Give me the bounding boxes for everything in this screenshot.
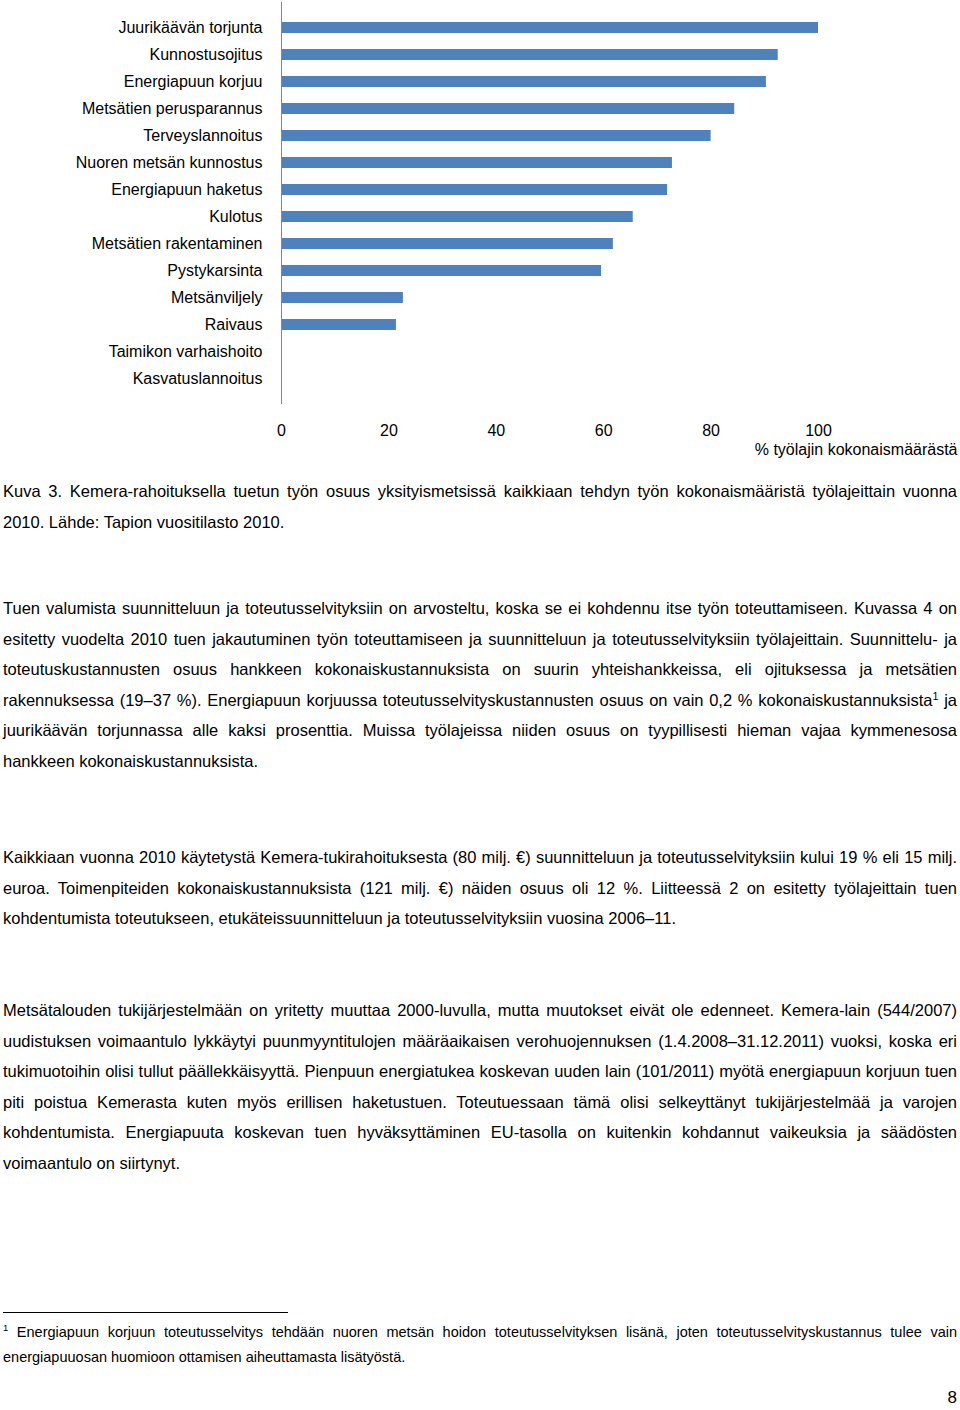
html-text:Kuva 3. Kemera-rahoituksella t: Kuva 3. Kemera-rahoituksella tuetun työn… bbox=[3, 482, 957, 531]
svg-text:Pystykarsinta: Pystykarsinta bbox=[167, 262, 262, 279]
svg-text:Kasvatuslannoitus: Kasvatuslannoitus bbox=[133, 370, 263, 387]
svg-text:Juurikäävän torjunta: Juurikäävän torjunta bbox=[118, 19, 262, 36]
svg-text:20: 20 bbox=[380, 422, 398, 439]
svg-text:Energiapuun korjuu: Energiapuun korjuu bbox=[124, 73, 263, 90]
html-text:1Energiapuun korjuun toteutuss: 1Energiapuun korjuun toteutusselvitys te… bbox=[3, 1322, 957, 1365]
svg-text:0: 0 bbox=[277, 422, 286, 439]
svg-text:40: 40 bbox=[487, 422, 505, 439]
svg-text:Metsätien rakentaminen: Metsätien rakentaminen bbox=[92, 235, 263, 252]
html-text:Tuen valumista suunnitteluun j: Tuen valumista suunnitteluun ja toteutus… bbox=[3, 599, 957, 770]
svg-text:Kulotus: Kulotus bbox=[209, 208, 262, 225]
html-text:Kaikkiaan vuonna 2010 käytetys: Kaikkiaan vuonna 2010 käytetystä Kemera-… bbox=[3, 848, 957, 927]
html-text:Metsätalouden tukijärjestelmää: Metsätalouden tukijärjestelmään on yrite… bbox=[3, 1001, 957, 1172]
html-text:8: 8 bbox=[947, 1388, 957, 1407]
svg-text:% työlajin kokonaismäärästä: % työlajin kokonaismäärästä bbox=[755, 441, 958, 458]
svg-text:Kunnostusojitus: Kunnostusojitus bbox=[150, 46, 263, 63]
svg-text:100: 100 bbox=[805, 422, 832, 439]
svg-text:Nuoren metsän kunnostus: Nuoren metsän kunnostus bbox=[76, 154, 263, 171]
svg-text:60: 60 bbox=[595, 422, 613, 439]
svg-text:Energiapuun haketus: Energiapuun haketus bbox=[111, 181, 262, 198]
svg-text:Metsänviljely: Metsänviljely bbox=[171, 289, 263, 306]
svg-text:Taimikon varhaishoito: Taimikon varhaishoito bbox=[109, 343, 263, 360]
svg-text:Raivaus: Raivaus bbox=[205, 316, 263, 333]
svg-text:80: 80 bbox=[702, 422, 720, 439]
svg-text:Terveyslannoitus: Terveyslannoitus bbox=[143, 127, 262, 144]
svg-text:Metsätien perusparannus: Metsätien perusparannus bbox=[82, 100, 263, 117]
